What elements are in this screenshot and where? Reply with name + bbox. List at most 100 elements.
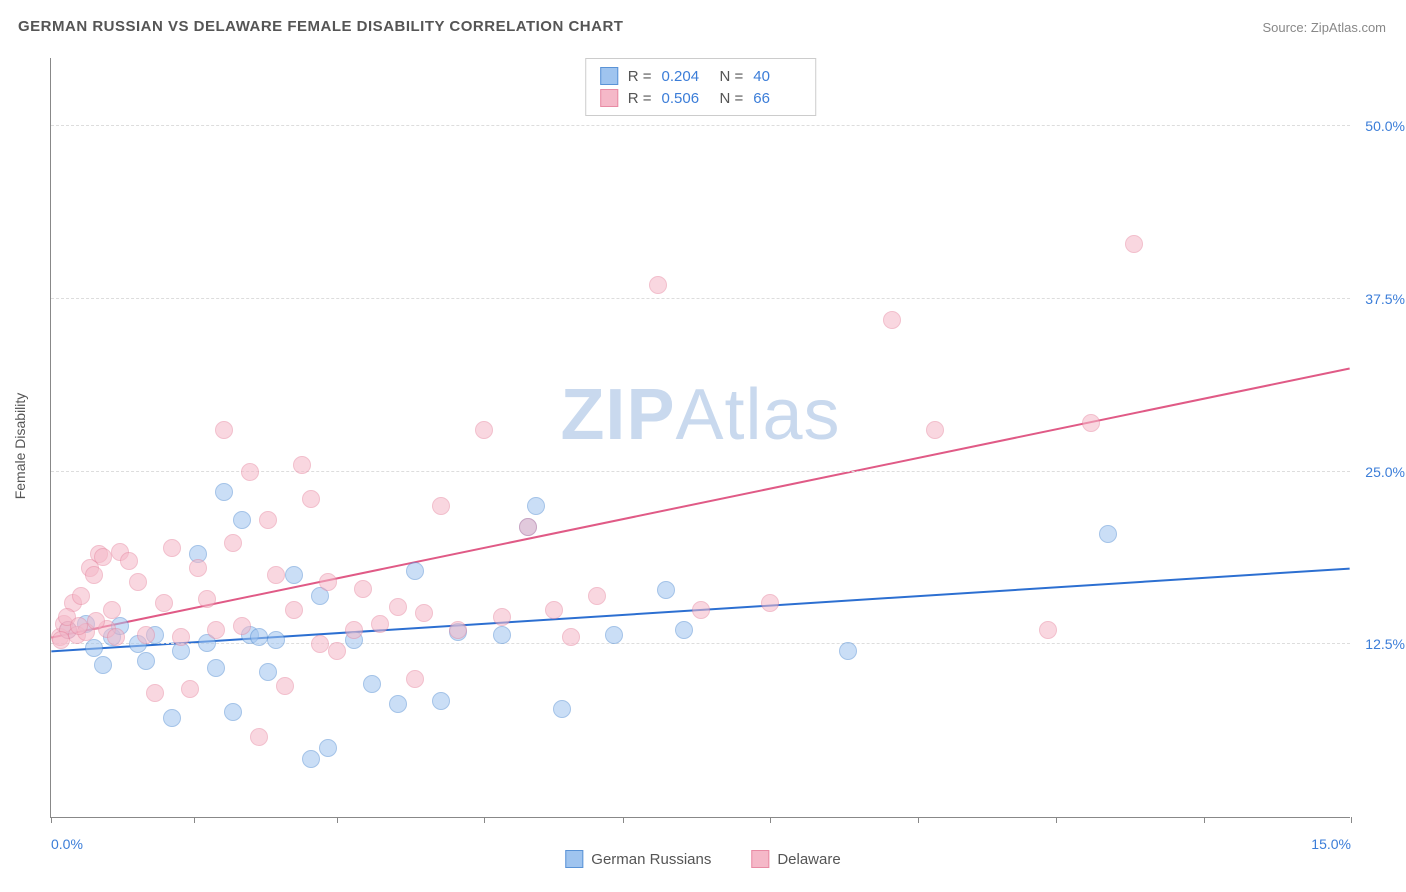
stat-r-label: R = [628, 90, 652, 107]
scatter-point [545, 601, 563, 619]
scatter-point [285, 601, 303, 619]
stats-legend: R =0.204N =40R =0.506N =66 [585, 58, 817, 116]
scatter-point [163, 539, 181, 557]
scatter-point [354, 580, 372, 598]
scatter-point [137, 626, 155, 644]
scatter-point [432, 692, 450, 710]
scatter-point [1039, 621, 1057, 639]
x-tick-label: 15.0% [1311, 836, 1351, 852]
x-tick [770, 817, 771, 823]
stat-n-value: 40 [753, 68, 801, 85]
watermark: ZIPAtlas [560, 374, 840, 456]
x-tick [623, 817, 624, 823]
scatter-point [52, 631, 70, 649]
scatter-point [926, 421, 944, 439]
scatter-point [605, 626, 623, 644]
scatter-point [250, 628, 268, 646]
scatter-point [328, 642, 346, 660]
scatter-point [406, 670, 424, 688]
scatter-point [588, 587, 606, 605]
legend-swatch [751, 850, 769, 868]
watermark-bold: ZIP [560, 375, 675, 455]
x-tick [194, 817, 195, 823]
scatter-point [1099, 525, 1117, 543]
chart-title: GERMAN RUSSIAN VS DELAWARE FEMALE DISABI… [18, 18, 623, 35]
gridline-h [51, 298, 1350, 299]
scatter-point [207, 621, 225, 639]
gridline-h [51, 643, 1350, 644]
x-tick [484, 817, 485, 823]
scatter-point [363, 675, 381, 693]
scatter-point [70, 617, 88, 635]
y-tick-label: 37.5% [1355, 291, 1405, 307]
stat-r-value: 0.204 [662, 68, 710, 85]
stat-n-label: N = [720, 68, 744, 85]
scatter-point [94, 656, 112, 674]
scatter-point [181, 680, 199, 698]
scatter-point [527, 497, 545, 515]
scatter-point [319, 739, 337, 757]
scatter-point [233, 511, 251, 529]
scatter-point [129, 573, 147, 591]
scatter-point [562, 628, 580, 646]
scatter-point [449, 621, 467, 639]
scatter-point [285, 566, 303, 584]
scatter-point [406, 562, 424, 580]
trend-lines [51, 58, 1350, 817]
scatter-point [215, 421, 233, 439]
scatter-point [432, 497, 450, 515]
scatter-point [389, 695, 407, 713]
scatter-point [267, 631, 285, 649]
watermark-rest: Atlas [675, 375, 840, 455]
legend-swatch [600, 89, 618, 107]
gridline-h [51, 125, 1350, 126]
x-tick [337, 817, 338, 823]
stat-r-value: 0.506 [662, 90, 710, 107]
scatter-point [137, 652, 155, 670]
scatter-point [215, 483, 233, 501]
scatter-point [224, 534, 242, 552]
scatter-point [761, 594, 779, 612]
scatter-point [319, 573, 337, 591]
stat-r-label: R = [628, 68, 652, 85]
legend-label: German Russians [591, 851, 711, 868]
scatter-point [649, 276, 667, 294]
scatter-point [72, 587, 90, 605]
x-tick [1056, 817, 1057, 823]
stats-legend-row: R =0.506N =66 [600, 87, 802, 109]
scatter-point [475, 421, 493, 439]
plot-area: ZIPAtlas R =0.204N =40R =0.506N =66 12.5… [50, 58, 1350, 818]
legend-item: German Russians [565, 850, 711, 868]
scatter-point [207, 659, 225, 677]
scatter-point [85, 639, 103, 657]
scatter-point [94, 548, 112, 566]
scatter-point [675, 621, 693, 639]
source-label: Source: ZipAtlas.com [1262, 20, 1386, 35]
y-tick-label: 25.0% [1355, 464, 1405, 480]
bottom-legend: German Russians Delaware [565, 850, 840, 868]
scatter-point [839, 642, 857, 660]
legend-swatch [600, 67, 618, 85]
scatter-point [345, 621, 363, 639]
legend-item: Delaware [751, 850, 840, 868]
scatter-point [267, 566, 285, 584]
scatter-point [198, 590, 216, 608]
scatter-point [172, 628, 190, 646]
scatter-point [259, 511, 277, 529]
scatter-point [293, 456, 311, 474]
scatter-point [259, 663, 277, 681]
scatter-point [85, 566, 103, 584]
scatter-point [1082, 414, 1100, 432]
scatter-point [1125, 235, 1143, 253]
scatter-point [493, 626, 511, 644]
scatter-point [155, 594, 173, 612]
x-tick-label: 0.0% [51, 836, 83, 852]
x-tick [51, 817, 52, 823]
scatter-point [103, 601, 121, 619]
scatter-point [189, 559, 207, 577]
scatter-point [250, 728, 268, 746]
scatter-point [553, 700, 571, 718]
x-tick [918, 817, 919, 823]
scatter-point [311, 635, 329, 653]
scatter-point [107, 628, 125, 646]
